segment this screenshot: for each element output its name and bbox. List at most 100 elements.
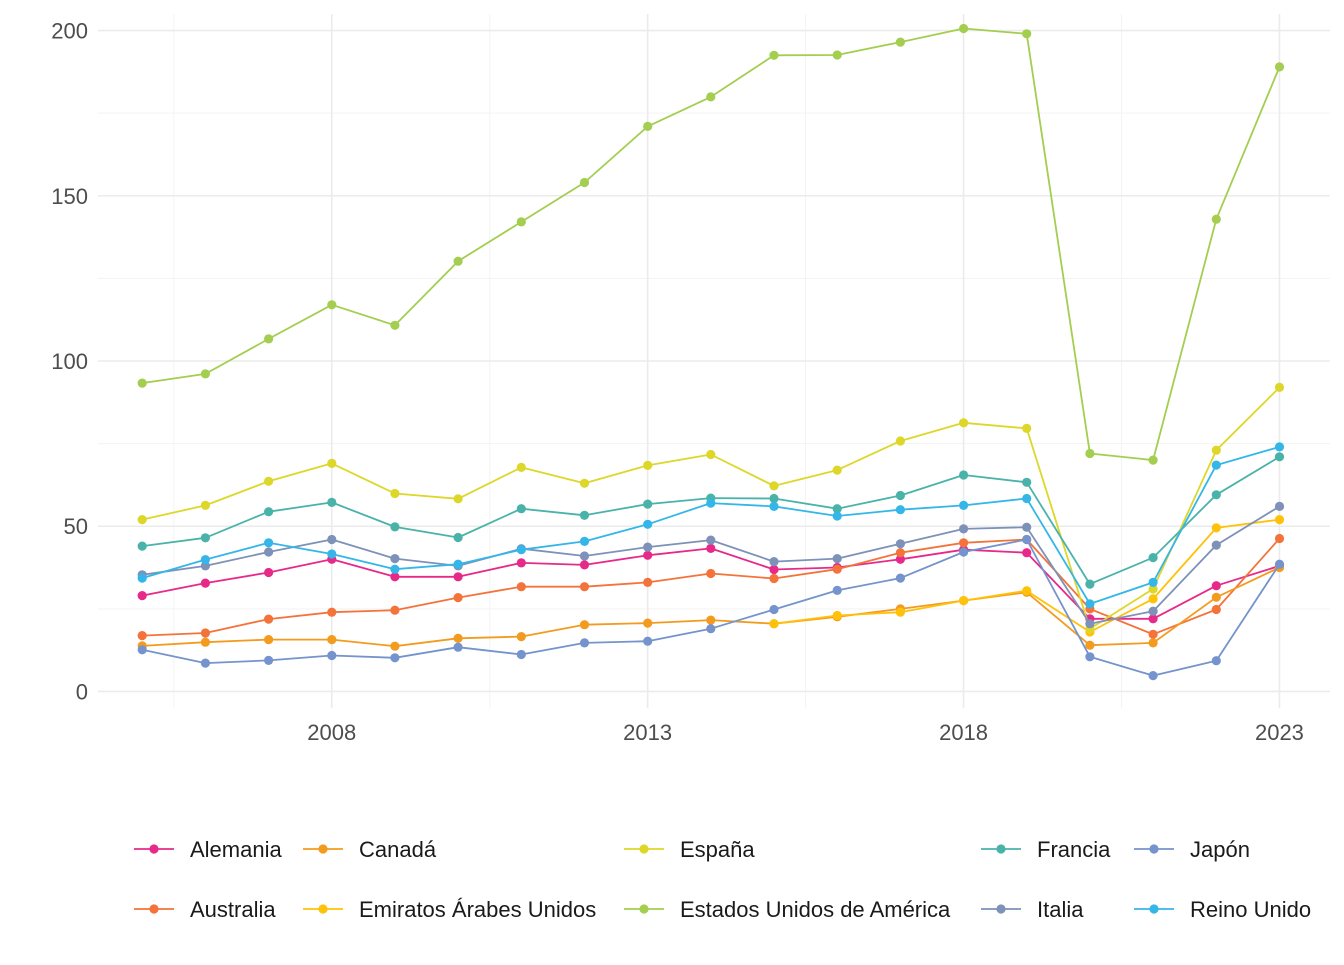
legend-label: Canadá — [359, 837, 437, 862]
series-line-canada — [142, 566, 1280, 648]
data-point-japon — [453, 642, 463, 652]
data-point-australia — [579, 582, 590, 592]
data-point-alemania — [706, 543, 716, 554]
data-point-italia — [579, 551, 590, 561]
data-point-australia — [264, 614, 274, 624]
data-point-reino-unido — [137, 573, 147, 583]
data-point-francia — [137, 541, 147, 551]
data-point-emiratos-arabes-unidos — [1211, 523, 1221, 533]
data-point-japon — [643, 636, 653, 646]
series-alemania — [137, 543, 1285, 624]
data-point-reino-unido — [1022, 493, 1032, 504]
data-point-italia — [1085, 619, 1095, 629]
data-point-italia — [832, 554, 842, 564]
data-point-estados-unidos-de-america — [516, 217, 526, 227]
data-point-reino-unido — [200, 555, 210, 565]
data-point-espana — [327, 458, 337, 468]
data-point-estados-unidos-de-america — [137, 378, 147, 388]
legend-key-point — [1149, 904, 1159, 914]
data-point-alemania — [1211, 581, 1221, 591]
data-point-italia — [706, 535, 716, 545]
data-point-japon — [769, 604, 779, 615]
y-tick-label: 100 — [51, 349, 88, 374]
data-point-italia — [327, 534, 337, 545]
legend-key-point — [639, 904, 649, 914]
data-point-estados-unidos-de-america — [264, 334, 274, 344]
data-point-alemania — [643, 550, 653, 560]
data-point-francia — [959, 470, 969, 480]
data-point-estados-unidos-de-america — [579, 177, 590, 188]
data-point-italia — [200, 561, 210, 571]
data-point-australia — [895, 548, 906, 558]
data-point-australia — [200, 628, 210, 638]
data-point-canada — [706, 615, 716, 625]
data-point-australia — [137, 631, 147, 641]
data-point-estados-unidos-de-america — [200, 369, 210, 379]
data-point-espana — [1148, 584, 1158, 594]
data-point-alemania — [895, 554, 906, 564]
data-point-australia — [453, 593, 463, 603]
data-point-japon — [959, 547, 969, 557]
data-point-canada — [390, 641, 400, 651]
data-point-japon — [1211, 656, 1221, 666]
series-line-italia — [142, 505, 1280, 625]
data-point-japon — [264, 655, 274, 666]
data-point-australia — [1211, 604, 1221, 615]
series-australia — [137, 533, 1285, 641]
legend-key-point — [318, 904, 328, 914]
legend-item-reino-unido: Reino Unido — [1134, 897, 1311, 922]
data-point-canada — [264, 635, 274, 645]
data-point-francia — [1148, 553, 1158, 563]
data-point-japon — [895, 573, 906, 583]
legend-item-alemania: Alemania — [134, 837, 282, 862]
data-point-espana — [200, 500, 210, 510]
series-emiratos-arabes-unidos — [769, 515, 1285, 637]
legend-item-francia: Francia — [981, 837, 1111, 862]
data-point-canada — [200, 637, 210, 647]
data-point-australia — [769, 573, 779, 584]
legend-key-point — [318, 844, 328, 854]
data-point-emiratos-arabes-unidos — [1022, 586, 1032, 596]
legend-label: Australia — [190, 897, 276, 922]
data-point-alemania — [137, 591, 147, 601]
data-point-reino-unido — [390, 564, 400, 574]
data-point-alemania — [264, 567, 274, 578]
data-point-japon — [1274, 559, 1285, 569]
legend-item-japon: Japón — [1134, 837, 1250, 862]
data-point-australia — [1148, 629, 1158, 639]
series-line-alemania — [142, 547, 1280, 620]
data-point-australia — [516, 582, 526, 592]
series-lines — [137, 23, 1285, 681]
legend-label: Francia — [1037, 837, 1111, 862]
data-point-espana — [643, 460, 653, 470]
series-estados-unidos-de-america — [137, 23, 1285, 465]
data-point-espana — [264, 476, 274, 486]
legend-label: España — [680, 837, 755, 862]
data-point-francia — [453, 532, 463, 543]
legend-item-espana: España — [624, 837, 755, 862]
legend-item-italia: Italia — [981, 897, 1084, 922]
data-point-estados-unidos-de-america — [1022, 29, 1032, 39]
data-point-francia — [1022, 477, 1032, 487]
data-point-alemania — [516, 558, 526, 568]
data-point-estados-unidos-de-america — [769, 50, 779, 60]
data-point-australia — [1274, 533, 1285, 544]
data-point-canada — [1211, 592, 1221, 602]
data-point-emiratos-arabes-unidos — [769, 619, 779, 629]
data-point-espana — [1211, 445, 1221, 455]
data-point-reino-unido — [959, 500, 969, 510]
data-point-francia — [264, 507, 274, 517]
data-point-espana — [1274, 382, 1285, 392]
legend-key-point — [1149, 844, 1159, 854]
data-point-japon — [516, 649, 526, 660]
data-point-reino-unido — [895, 505, 906, 515]
data-point-japon — [1022, 534, 1032, 545]
legend-label: Estados Unidos de América — [680, 897, 951, 922]
data-point-alemania — [579, 560, 590, 570]
series-reino-unido — [137, 442, 1285, 609]
x-tick-label: 2023 — [1255, 720, 1304, 745]
data-point-italia — [390, 554, 400, 564]
data-point-alemania — [390, 572, 400, 582]
data-point-francia — [1085, 579, 1095, 589]
